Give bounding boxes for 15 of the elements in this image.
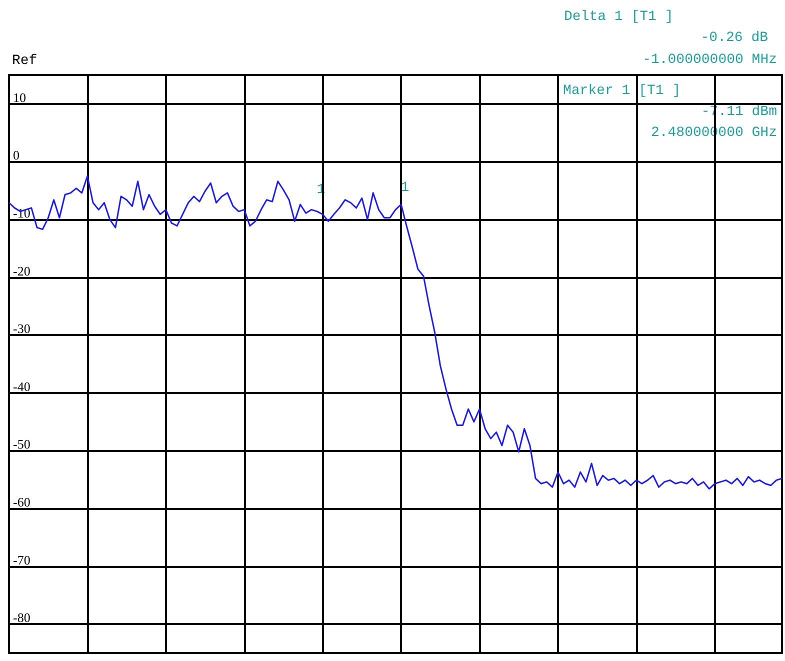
y-tick-label: -20 [13,263,30,278]
y-tick-label: 10 [13,90,26,105]
y-tick-label: 0 [13,148,20,163]
y-tick-label: -70 [13,552,30,568]
y-tick-label: -80 [13,610,30,626]
y-tick-label: -40 [13,378,30,394]
y-tick-label: -50 [13,436,30,452]
text: Ref [12,53,38,69]
text: -1.000000000 MHz [642,52,777,68]
text: -0.26 dB [700,30,768,46]
y-tick-label: -30 [13,321,30,336]
text: Delta 1 [T1 ] [564,9,674,25]
annotation: 1 [400,180,410,196]
y-tick-label: -60 [13,494,30,510]
annotation: Marker 1 [T1 ] [563,83,681,99]
